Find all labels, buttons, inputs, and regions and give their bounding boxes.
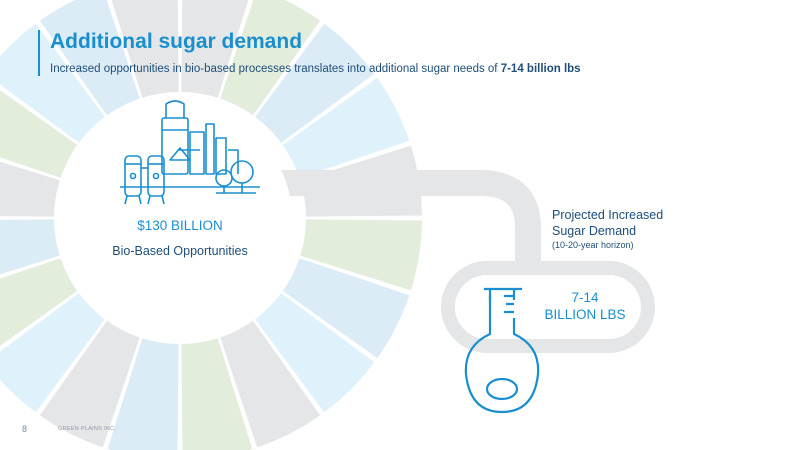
ring-segment xyxy=(181,338,253,450)
footer-company: GREEN PLAINS INC. xyxy=(58,426,117,432)
flask-capsule xyxy=(441,261,655,353)
ring-segment xyxy=(0,219,60,275)
projection-horizon: (10-20-year horizon) xyxy=(552,240,634,250)
ring-segment xyxy=(0,161,60,217)
projection-line-2: Sugar Demand xyxy=(552,224,637,238)
ring-segment xyxy=(0,258,78,346)
ring-segment xyxy=(0,23,105,143)
projection-line-1: Projected Increased xyxy=(552,208,664,222)
pipe-connector xyxy=(237,170,541,311)
ring-segment xyxy=(107,338,179,450)
page-subtitle: Increased opportunities in bio-based pro… xyxy=(50,63,581,75)
ring-segment xyxy=(282,258,410,359)
ring-segment xyxy=(111,0,179,98)
factory-icon xyxy=(120,100,260,205)
flask-icon xyxy=(464,287,540,414)
subtitle-text: Increased opportunities in bio-based pro… xyxy=(50,63,501,75)
ring-segment xyxy=(282,77,410,178)
bio-based-label: Bio-Based Opportunities xyxy=(112,244,248,258)
ring-segment xyxy=(0,293,105,413)
title-accent-bar xyxy=(38,30,40,76)
ring-segment xyxy=(39,320,140,448)
segmented-ring xyxy=(0,0,422,450)
flask-value: 7-14 BILLION LBS xyxy=(530,289,640,323)
ring-segment xyxy=(255,23,375,143)
ring-segment xyxy=(39,0,140,116)
flask-value-line-2: BILLION LBS xyxy=(544,307,626,322)
ring-segment xyxy=(220,320,321,448)
subtitle-emphasis: 7-14 billion lbs xyxy=(500,63,581,75)
ring-segment xyxy=(220,0,321,116)
ring-segment xyxy=(255,293,375,413)
page-title: Additional sugar demand xyxy=(50,30,303,53)
projection-label: Projected Increased Sugar Demand xyxy=(552,207,663,239)
flask-value-line-1: 7-14 xyxy=(571,290,599,305)
ring-segment xyxy=(181,0,249,98)
ring-segment xyxy=(300,219,422,291)
page-number: 8 xyxy=(22,424,28,434)
bio-based-value: $130 BILLION xyxy=(137,218,223,233)
tree-icon xyxy=(215,160,256,194)
ring-segment xyxy=(0,90,78,178)
